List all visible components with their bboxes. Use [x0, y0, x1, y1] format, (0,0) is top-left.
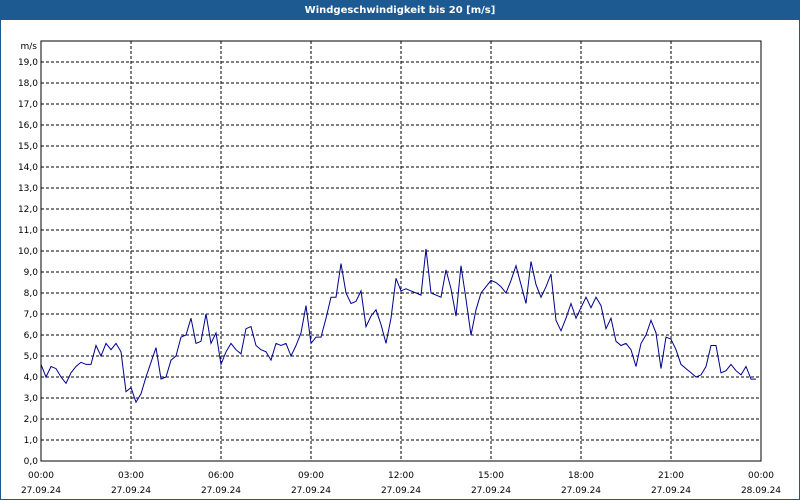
x-axis-tick-labels: 00:00 27.09.24 03:00 27.09.24 06:00 27.09.24 0…: [21, 471, 781, 496]
y-tick-label: 8,0: [24, 289, 39, 299]
y-tick-label: 0,0: [24, 457, 39, 467]
y-axis-unit-label: m/s: [21, 42, 38, 52]
y-tick-label: 10,0: [18, 247, 38, 257]
x-tick-time-label: 15:00: [478, 471, 504, 481]
y-tick-label: 12,0: [18, 205, 38, 215]
chart-title: Windgeschwindigkeit bis 20 [m/s]: [1, 1, 799, 20]
x-tick-date-label: 27.09.24: [21, 486, 61, 496]
wind-speed-series-line: [40, 248, 756, 404]
y-tick-label: 11,0: [18, 226, 38, 236]
x-tick-time-label: 21:00: [658, 471, 684, 481]
x-tick-date-label: 27.09.24: [381, 486, 421, 496]
x-tick-date-label: 27.09.24: [111, 486, 151, 496]
x-tick-time-label: 09:00: [298, 471, 324, 481]
y-tick-label: 1,0: [24, 436, 39, 446]
x-tick-time-label: 00:00: [748, 471, 774, 481]
x-tick-date-label: 27.09.24: [201, 486, 241, 496]
y-axis-tick-labels: 0,0 1,0 2,0 3,0 4,0 5,0 6,0 7,0 8,0 9,0 10,0 11,0 12…: [18, 58, 38, 467]
x-tick-date-label: 27.09.24: [651, 486, 691, 496]
y-tick-label: 6,0: [24, 331, 39, 341]
y-tick-label: 19,0: [18, 58, 38, 68]
y-tick-label: 4,0: [24, 373, 39, 383]
y-tick-label: 18,0: [18, 79, 38, 89]
y-tick-label: 13,0: [18, 184, 38, 194]
x-tick-time-label: 06:00: [208, 471, 234, 481]
y-tick-label: 7,0: [24, 310, 39, 320]
y-tick-label: 9,0: [24, 268, 39, 278]
y-tick-label: 15,0: [18, 142, 38, 152]
x-tick-date-label: 28.09.24: [741, 486, 781, 496]
y-tick-label: 14,0: [18, 163, 38, 173]
x-tick-time-label: 03:00: [118, 471, 144, 481]
y-tick-label: 5,0: [24, 352, 39, 362]
x-tick-time-label: 00:00: [28, 471, 54, 481]
x-tick-date-label: 27.09.24: [561, 486, 601, 496]
plot-border: [40, 40, 762, 462]
x-tick-time-label: 12:00: [388, 471, 414, 481]
x-tick-date-label: 27.09.24: [291, 486, 331, 496]
x-tick-date-label: 27.09.24: [471, 486, 511, 496]
y-tick-label: 16,0: [18, 121, 38, 131]
horizontal-grid: [41, 61, 761, 441]
y-tick-label: 3,0: [24, 394, 39, 404]
y-tick-label: 17,0: [18, 100, 38, 110]
x-tick-time-label: 18:00: [568, 471, 594, 481]
y-tick-label: 2,0: [24, 415, 39, 425]
